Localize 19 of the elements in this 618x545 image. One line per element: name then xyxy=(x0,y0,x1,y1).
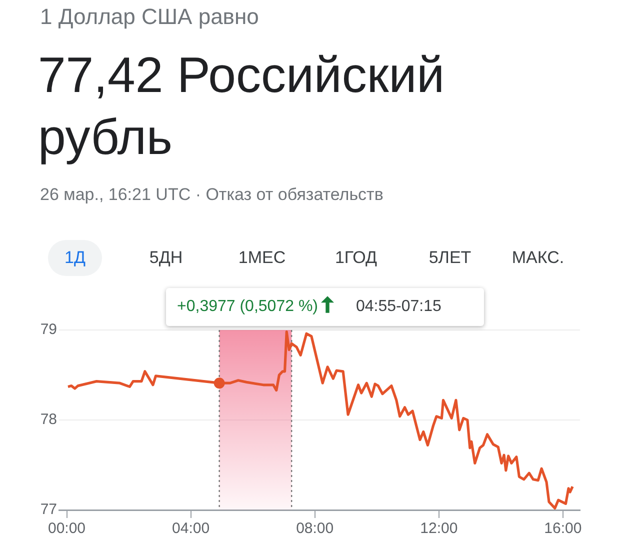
x-tick-label: 00:00 xyxy=(48,520,86,538)
text: 5ДН xyxy=(148,247,184,269)
x-tick-label: 08:00 xyxy=(296,520,334,538)
y-tick-label: 78 xyxy=(40,411,57,428)
text: +0,3977 (0,5072 %) xyxy=(177,298,318,315)
text: МАКС. xyxy=(510,247,566,269)
y-tick-label: 77 xyxy=(40,501,57,518)
x-tick-label: 16:00 xyxy=(544,520,582,538)
y-tick-label: 79 xyxy=(40,321,57,338)
chart-title: 77,42 Российский рубль xyxy=(38,46,446,167)
x-tick-label: 12:00 xyxy=(420,520,458,538)
text: 5ЛЕТ xyxy=(428,247,472,269)
text: 26 мар., 16:21 UTC · Отказ от обязательств xyxy=(40,185,384,205)
chart-subtitle: 1 Доллар США равно xyxy=(40,4,259,30)
text: 1Д xyxy=(48,240,102,276)
x-tick-label: 04:00 xyxy=(172,520,210,538)
text: 1МЕС xyxy=(237,247,287,269)
text: 04:55-07:15 xyxy=(356,298,442,315)
text: 1ГОД xyxy=(334,247,378,269)
